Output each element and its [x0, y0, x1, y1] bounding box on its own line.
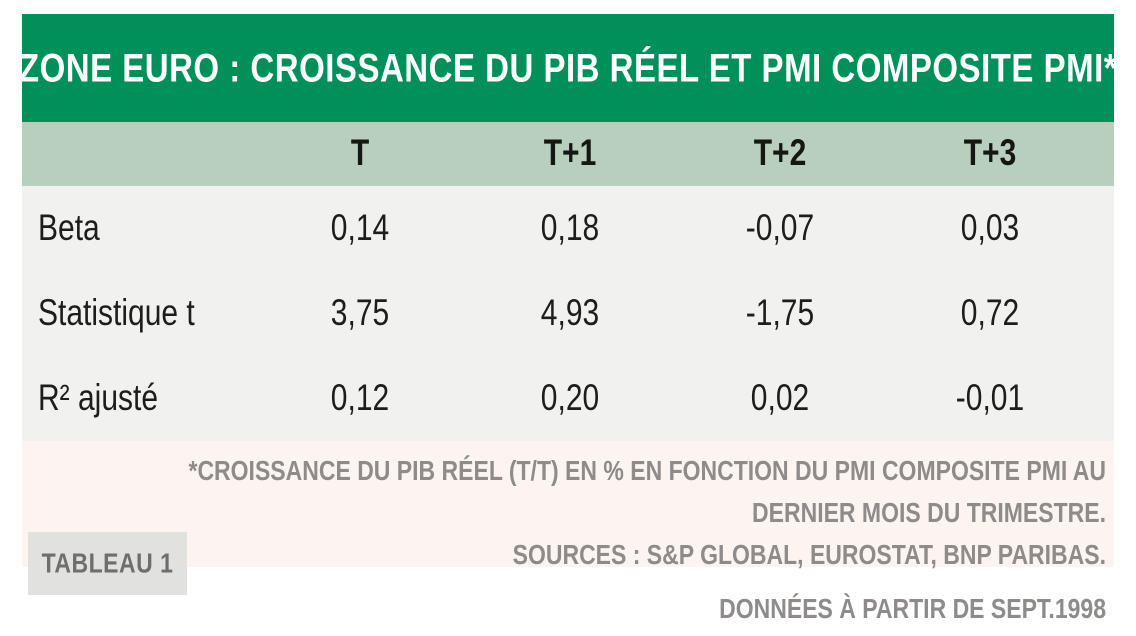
- data-start-note: DONNÉES À PARTIR DE SEPT.1998: [719, 592, 1106, 624]
- value-cell: 0,14: [330, 207, 390, 249]
- table-card: ZONE EURO : CROISSANCE DU PIB RÉEL ET PM…: [18, 14, 1118, 631]
- table-row-r2-ajuste: R² ajusté 0,12 0,20 0,02 -0,01: [22, 356, 1114, 441]
- value-cell: -0,01: [955, 377, 1025, 419]
- corner-cell: [22, 122, 255, 186]
- column-header-t1: T+1: [543, 133, 597, 174]
- table-title-bar: ZONE EURO : CROISSANCE DU PIB RÉEL ET PM…: [18, 14, 1118, 122]
- column-header-t3: T+3: [963, 133, 1017, 174]
- value-cell: 0,20: [540, 377, 600, 419]
- value-cell: 0,18: [540, 207, 600, 249]
- row-label-cell: R² ajusté: [38, 377, 159, 419]
- value-cell: 0,72: [960, 292, 1020, 334]
- row-label-cell: Statistique t: [38, 292, 195, 334]
- value-cell: 4,93: [540, 292, 600, 334]
- sources-line: SOURCES : S&P GLOBAL, EUROSTAT, BNP PARI…: [512, 538, 1106, 570]
- footnote-block: *CROISSANCE DU PIB RÉEL (T/T) EN % EN FO…: [22, 441, 1114, 570]
- table-number-badge: TABLEAU 1: [28, 532, 187, 595]
- column-header-row: T T+1 T+2 T+3: [22, 122, 1114, 186]
- value-cell: 0,12: [330, 377, 390, 419]
- column-header-t2: T+2: [753, 133, 807, 174]
- column-header-t: T: [350, 133, 370, 174]
- footnote-line-2: DERNIER MOIS DU TRIMESTRE.: [752, 496, 1106, 528]
- value-cell: -1,75: [745, 292, 815, 334]
- table-body: Beta 0,14 0,18 -0,07 0,03 Statistique t …: [22, 186, 1114, 441]
- value-cell: -0,07: [745, 207, 815, 249]
- footnote-line-1: *CROISSANCE DU PIB RÉEL (T/T) EN % EN FO…: [188, 454, 1107, 486]
- table-row-statistique-t: Statistique t 3,75 4,93 -1,75 0,72: [22, 271, 1114, 356]
- row-label-cell: Beta: [38, 207, 100, 249]
- table-title: ZONE EURO : CROISSANCE DU PIB RÉEL ET PM…: [18, 44, 1118, 90]
- value-cell: 0,03: [960, 207, 1020, 249]
- value-cell: 3,75: [330, 292, 390, 334]
- value-cell: 0,02: [750, 377, 810, 419]
- table-row-beta: Beta 0,14 0,18 -0,07 0,03: [22, 186, 1114, 271]
